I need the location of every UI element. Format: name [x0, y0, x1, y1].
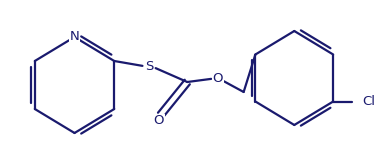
Text: Cl: Cl [362, 95, 374, 108]
Text: N: N [70, 30, 79, 42]
Text: O: O [153, 114, 164, 128]
Text: S: S [145, 60, 153, 74]
Text: O: O [212, 72, 223, 84]
